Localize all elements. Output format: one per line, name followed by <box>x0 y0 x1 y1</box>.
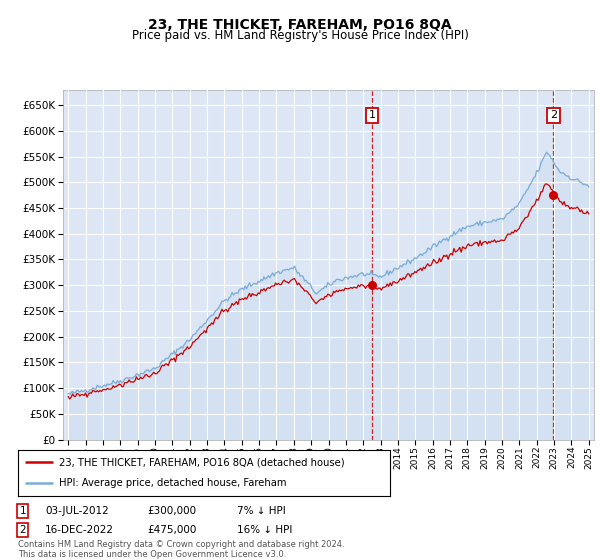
Text: £475,000: £475,000 <box>147 525 196 535</box>
Text: 16% ↓ HPI: 16% ↓ HPI <box>237 525 292 535</box>
Text: 03-JUL-2012: 03-JUL-2012 <box>45 506 109 516</box>
Text: 23, THE THICKET, FAREHAM, PO16 8QA (detached house): 23, THE THICKET, FAREHAM, PO16 8QA (deta… <box>59 457 344 467</box>
Text: 16-DEC-2022: 16-DEC-2022 <box>45 525 114 535</box>
Text: Price paid vs. HM Land Registry's House Price Index (HPI): Price paid vs. HM Land Registry's House … <box>131 29 469 42</box>
Text: 1: 1 <box>368 110 376 120</box>
Text: Contains HM Land Registry data © Crown copyright and database right 2024.
This d: Contains HM Land Registry data © Crown c… <box>18 540 344 559</box>
Text: 23, THE THICKET, FAREHAM, PO16 8QA: 23, THE THICKET, FAREHAM, PO16 8QA <box>148 18 452 32</box>
Text: 2: 2 <box>19 525 26 535</box>
Text: 7% ↓ HPI: 7% ↓ HPI <box>237 506 286 516</box>
Text: 2: 2 <box>550 110 557 120</box>
Text: 1: 1 <box>19 506 26 516</box>
Text: £300,000: £300,000 <box>147 506 196 516</box>
Text: HPI: Average price, detached house, Fareham: HPI: Average price, detached house, Fare… <box>59 478 286 488</box>
